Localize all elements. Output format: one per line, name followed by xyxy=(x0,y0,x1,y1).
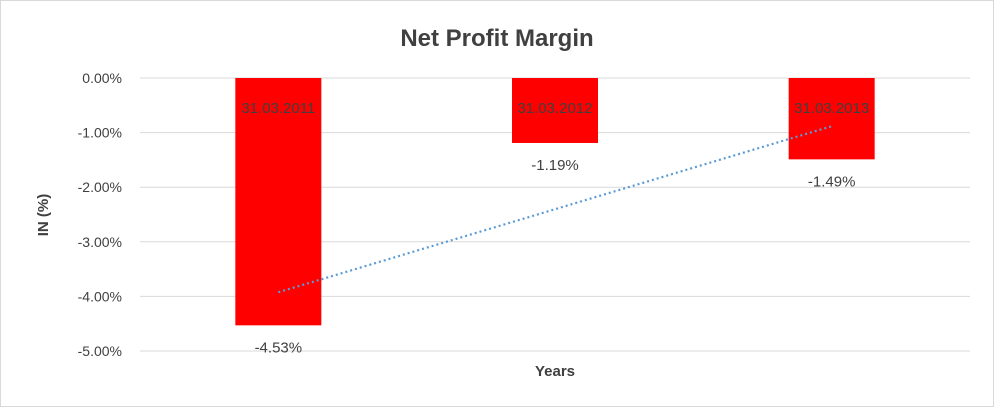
y-tick-label: -2.00% xyxy=(78,179,122,195)
data-label: -1.19% xyxy=(531,157,579,174)
x-axis-label: Years xyxy=(535,363,575,380)
data-label: -1.49% xyxy=(808,173,856,190)
category-label: 31.03.2013 xyxy=(794,100,869,117)
y-tick-label: -5.00% xyxy=(78,343,122,359)
y-tick-label: -3.00% xyxy=(78,234,122,250)
y-tick-label: -1.00% xyxy=(78,125,122,141)
category-label: 31.03.2011 xyxy=(241,100,315,117)
y-axis-label: IN (%) xyxy=(35,194,52,237)
trendline xyxy=(278,125,832,294)
category-label: 31.03.2012 xyxy=(517,100,592,117)
bar xyxy=(788,78,875,160)
y-tick-label: -4.00% xyxy=(78,288,122,304)
y-tick-label: 0.00% xyxy=(82,70,122,86)
chart-title: Net Profit Margin xyxy=(400,25,593,52)
bar xyxy=(512,78,598,143)
data-label: -4.53% xyxy=(255,339,303,356)
bar xyxy=(235,78,322,326)
